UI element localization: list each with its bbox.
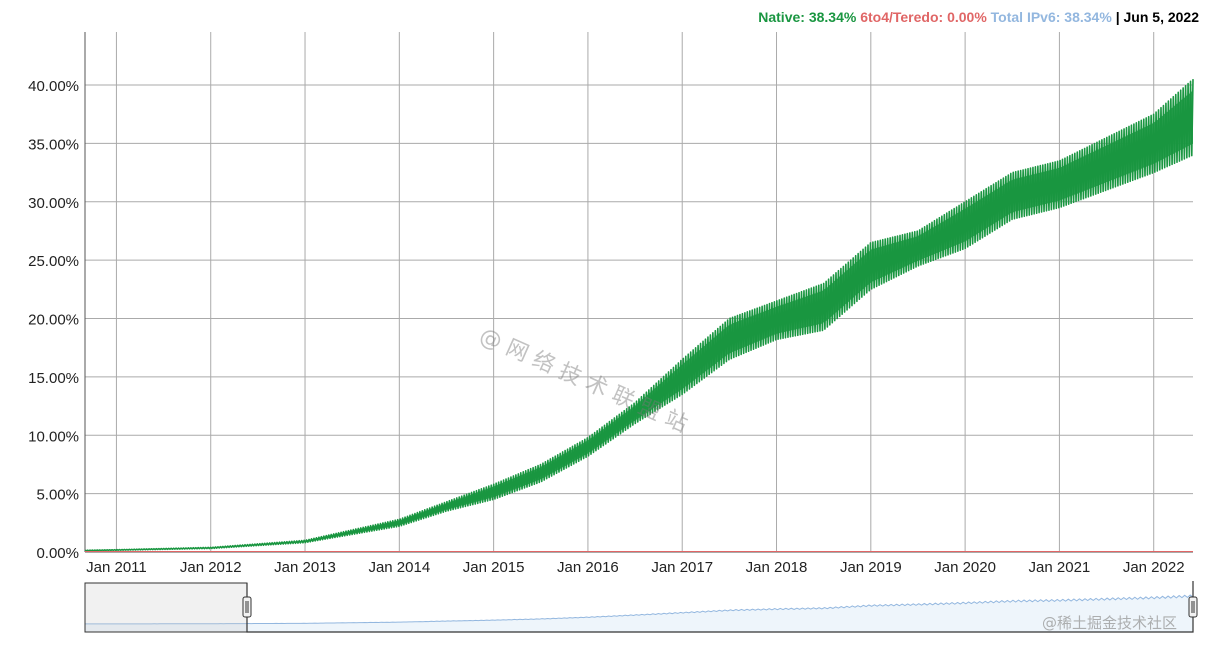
x-tick-label: Jan 2021 bbox=[1029, 559, 1091, 576]
x-tick-label: Jan 2020 bbox=[934, 559, 996, 576]
gridlines bbox=[85, 32, 1193, 553]
y-tick-label: 0.00% bbox=[36, 545, 79, 562]
x-tick-label: Jan 2014 bbox=[368, 559, 430, 576]
legend-separator: | bbox=[1115, 9, 1120, 25]
x-tick-label: Jan 2012 bbox=[180, 559, 242, 576]
y-tick-label: 15.00% bbox=[28, 370, 79, 387]
x-tick-label: Jan 2016 bbox=[557, 559, 619, 576]
y-tick-label: 10.00% bbox=[28, 428, 79, 445]
x-tick-label: Jan 2018 bbox=[746, 559, 808, 576]
x-tick-label: Jan 2019 bbox=[840, 559, 902, 576]
x-tick-label: Jan 2022 bbox=[1123, 559, 1185, 576]
legend-teredo: 6to4/Teredo: 0.00% bbox=[860, 9, 987, 25]
navigator-left-handle[interactable] bbox=[242, 596, 252, 618]
navigator-unselected-region bbox=[84, 582, 248, 633]
x-tick-label: Jan 2017 bbox=[651, 559, 713, 576]
y-tick-label: 20.00% bbox=[28, 312, 79, 329]
legend-native: Native: 38.34% bbox=[758, 9, 857, 25]
chart-legend: Native: 38.34% 6to4/Teredo: 0.00% Total … bbox=[758, 9, 1199, 25]
legend-date: Jun 5, 2022 bbox=[1123, 9, 1200, 25]
range-navigator bbox=[84, 581, 1198, 633]
legend-total: Total IPv6: 38.34% bbox=[990, 9, 1112, 25]
y-tick-label: 30.00% bbox=[28, 195, 79, 212]
y-tick-label: 40.00% bbox=[28, 78, 79, 95]
series-native-band bbox=[85, 90, 1193, 551]
x-tick-label: Jan 2015 bbox=[463, 559, 525, 576]
series-native-line bbox=[84, 79, 1194, 552]
y-tick-label: 35.00% bbox=[28, 136, 79, 153]
handle-grip bbox=[242, 596, 252, 618]
navigator-right-handle[interactable] bbox=[1188, 596, 1198, 618]
navigator-series bbox=[84, 594, 1194, 633]
corner-watermark: @稀土掘金技术社区 bbox=[1042, 614, 1178, 632]
y-tick-label: 25.00% bbox=[28, 253, 79, 270]
y-tick-label: 5.00% bbox=[36, 487, 79, 504]
handle-grip bbox=[1188, 596, 1198, 618]
x-tick-label: Jan 2011 bbox=[86, 559, 147, 576]
x-tick-label: Jan 2013 bbox=[274, 559, 336, 576]
